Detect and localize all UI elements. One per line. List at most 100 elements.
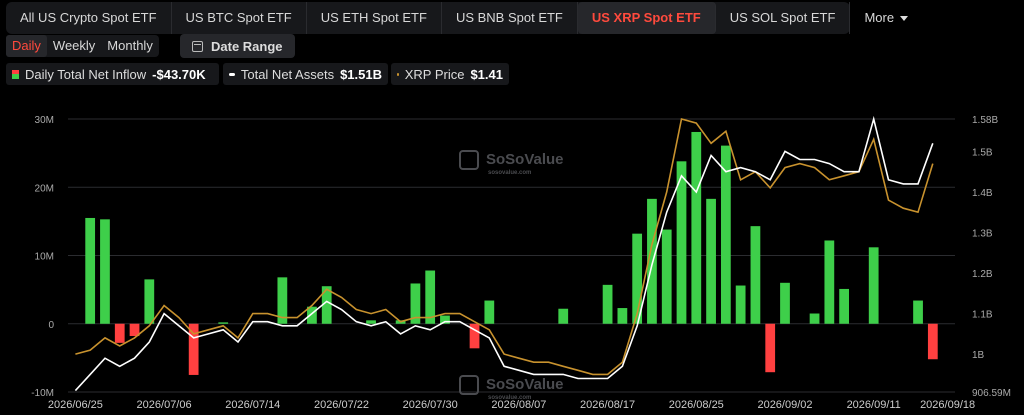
legend-xrp-price[interactable]: XRP Price $1.41 — [391, 63, 509, 85]
date-range-button[interactable]: Date Range — [180, 34, 295, 58]
right-axis-tick-label: 1.1B — [972, 310, 993, 321]
net-inflow-bar — [824, 240, 835, 324]
x-axis-tick-label: 2026/08/17 — [580, 399, 635, 411]
left-axis-tick-label: 0 — [48, 320, 54, 331]
net-inflow-bar — [277, 277, 288, 324]
net-inflow-bar — [100, 219, 110, 324]
watermark-logo-icon — [459, 375, 479, 395]
net-inflow-bar — [720, 145, 731, 324]
net-inflow-bar — [676, 161, 687, 324]
net-inflow-bar — [780, 282, 790, 324]
period-daily[interactable]: Daily — [6, 35, 47, 57]
x-axis-tick-label: 2026/06/25 — [48, 399, 103, 411]
left-axis-tick-label: -10M — [31, 388, 54, 399]
net-inflow-bar — [321, 286, 332, 324]
tab-us-bnb[interactable]: US BNB Spot ETF — [442, 2, 578, 34]
etf-tab-bar: All US Crypto Spot ETF US BTC Spot ETF U… — [6, 2, 909, 34]
legend-net-inflow-label: Daily Total Net Inflow — [25, 66, 147, 82]
net-inflow-bar — [913, 300, 923, 324]
watermark-brand: SoSoValue — [486, 151, 564, 168]
watermark-sub: sosovalue.com — [488, 170, 531, 176]
line-legend-icon — [229, 72, 235, 76]
net-inflow-bar — [484, 300, 495, 324]
net-inflow-bar — [425, 270, 436, 324]
net-inflow-bar — [602, 284, 613, 324]
x-axis-tick-label: 2026/08/07 — [491, 399, 546, 411]
x-axis-tick-label: 2026/07/30 — [403, 399, 458, 411]
more-dropdown[interactable]: More — [850, 2, 922, 34]
legend-total-net-assets[interactable]: Total Net Assets $1.51B — [223, 63, 388, 85]
net-inflow-bar — [809, 313, 820, 324]
chevron-down-icon — [900, 15, 909, 21]
net-inflow-bar — [735, 285, 746, 324]
net-inflow-bar — [765, 323, 776, 373]
date-range-label: Date Range — [211, 38, 283, 54]
legend-net-inflow[interactable]: Daily Total Net Inflow -$43.70K — [6, 63, 219, 85]
net-inflow-bar — [927, 323, 938, 360]
x-axis-tick-label: 2026/09/02 — [757, 399, 812, 411]
right-axis-tick-label: 1.2B — [972, 269, 993, 280]
left-axis-tick-label: 10M — [35, 252, 54, 263]
more-label: More — [864, 10, 895, 25]
watermark-logo-icon — [459, 150, 479, 170]
xrp-price-line — [75, 117, 934, 376]
net-inflow-bar — [558, 308, 569, 324]
net-inflow-bar — [410, 283, 421, 324]
net-inflow-bar — [85, 217, 96, 324]
total-net-assets-line — [74, 115, 934, 392]
x-axis-tick-label: 2026/08/25 — [669, 399, 724, 411]
net-inflow-bar — [706, 198, 716, 324]
period-selector: Daily Weekly Monthly — [6, 35, 159, 57]
net-inflow-bar — [839, 288, 850, 324]
net-inflow-bar — [469, 323, 480, 349]
net-inflow-bar — [114, 323, 125, 343]
left-axis-tick-label: 20M — [35, 183, 54, 194]
right-axis-tick-label: 1.4B — [972, 188, 993, 199]
legend-assets-value: $1.51B — [340, 66, 382, 82]
net-inflow-bar — [647, 198, 657, 324]
net-inflow-bar — [661, 229, 672, 324]
watermark-sub: sosovalue.com — [488, 395, 531, 401]
net-inflow-bar — [144, 279, 155, 324]
right-axis-tick-label: 1.58B — [972, 115, 998, 126]
net-inflow-bar — [218, 322, 229, 324]
x-axis-tick-label: 2026/07/14 — [225, 399, 280, 411]
right-axis-tick-label: 1B — [972, 350, 985, 361]
right-axis-tick-label: 1.5B — [972, 147, 993, 158]
tab-us-sol[interactable]: US SOL Spot ETF — [716, 2, 851, 34]
net-inflow-bar — [366, 320, 376, 324]
legend-net-inflow-value: -$43.70K — [152, 66, 206, 82]
watermark-brand: SoSoValue — [486, 376, 564, 393]
period-weekly[interactable]: Weekly — [52, 38, 96, 53]
x-axis-tick-label: 2026/07/06 — [137, 399, 192, 411]
net-inflow-bar — [750, 226, 761, 324]
watermark: SoSoValue sosovalue.com — [459, 375, 564, 401]
left-axis-tick-label: 30M — [35, 115, 54, 126]
tab-us-eth[interactable]: US ETH Spot ETF — [307, 2, 442, 34]
tab-us-btc[interactable]: US BTC Spot ETF — [172, 2, 307, 34]
tab-us-xrp[interactable]: US XRP Spot ETF — [577, 2, 716, 34]
line-legend-icon — [397, 72, 399, 76]
watermark: SoSoValue sosovalue.com — [459, 150, 564, 176]
bar-legend-icon — [12, 69, 19, 79]
net-inflow-bar — [307, 306, 317, 324]
right-axis-tick-label: 1.3B — [972, 229, 993, 240]
calendar-icon — [192, 40, 203, 52]
right-axis-tick-label: 906.59M — [972, 388, 1011, 399]
period-monthly[interactable]: Monthly — [107, 38, 153, 53]
x-axis-tick-label: 2026/09/11 — [847, 399, 901, 411]
tab-all-us-crypto[interactable]: All US Crypto Spot ETF — [6, 2, 172, 34]
net-inflow-bar — [617, 308, 628, 324]
net-inflow-bar — [691, 131, 702, 324]
legend-price-label: XRP Price — [404, 66, 465, 82]
net-inflow-bar — [868, 247, 879, 324]
net-inflow-bar — [129, 323, 140, 337]
net-inflow-bar — [632, 233, 643, 324]
x-axis-tick-label: 2026/07/22 — [314, 399, 369, 411]
net-inflow-bar — [188, 323, 199, 375]
legend-price-value: $1.41 — [470, 66, 503, 82]
x-axis-tick-label: 2026/09/18 — [920, 399, 975, 411]
net-inflow-bar — [440, 315, 450, 324]
legend-assets-label: Total Net Assets — [240, 66, 335, 82]
